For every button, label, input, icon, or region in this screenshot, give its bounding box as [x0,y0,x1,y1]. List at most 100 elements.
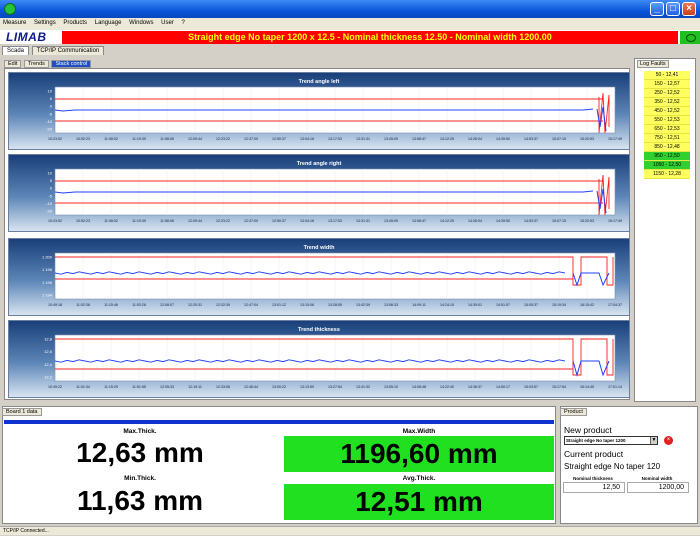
x-tick-label: 14:50:17 [496,385,510,389]
subtab-stack-control[interactable]: Stack control [51,60,92,68]
x-tick-label: 13:42:39 [356,303,370,307]
recent-trend-line [572,272,610,287]
trend-line [54,108,594,112]
log-item[interactable]: 450 - 12,52 [644,107,690,116]
log-item[interactable]: 750 - 12,51 [644,134,690,143]
menu-user[interactable]: User [161,20,174,26]
x-tick-label: 14:26:04 [468,219,482,223]
log-item[interactable]: 50 - 12,41 [644,71,690,80]
minimize-button[interactable]: _ [650,2,664,16]
chevron-down-icon[interactable]: ▼ [650,437,657,444]
y-tick-label: -5 [48,111,52,116]
x-tick-label: 13:31:31 [356,137,370,141]
x-tick-label: 12:19:11 [188,385,202,389]
subtab-edit[interactable]: Edit [4,60,22,68]
min-thick-value: 11,63 mm [76,485,204,516]
menu-measure[interactable]: Measure [3,20,27,26]
trend-angle-left-plot: Trend angle left 10 5 0 -5 -10 -20 10:23:52 10:5… [9,73,629,149]
close-button[interactable]: × [682,2,696,16]
x-tick-label: 17:01:14 [608,385,622,389]
x-tick-label: 11:19:39 [132,219,146,223]
connection-status-icon [680,31,700,44]
menu-settings[interactable]: Settings [34,20,56,26]
y-tick-label: 12,2 [44,375,53,380]
delete-product-icon[interactable]: × [664,436,673,445]
x-tick-label: 14:24:15 [440,303,454,307]
maximize-button[interactable]: □ [666,2,680,16]
chart-title: Trend width [304,245,336,251]
x-tick-label: 12:33:06 [216,385,230,389]
x-tick-label: 13:04:16 [300,137,314,141]
board-data-tab[interactable]: Board 1 data [2,408,42,416]
log-item[interactable]: 550 - 12,53 [644,116,690,125]
y-tick-label: 0 [50,186,53,191]
x-tick-label: 13:27:54 [328,385,342,389]
x-tick-label: 12:08:07 [160,303,174,307]
max-thick-value: 12,63 mm [76,437,204,468]
x-tick-label: 11:08:02 [104,219,118,223]
log-item[interactable]: 650 - 12,53 [644,125,690,134]
limit-line [55,338,614,376]
chart-title: Trend angle right [297,161,342,167]
menu-help[interactable]: ? [181,20,185,26]
x-tick-label: 10:52:23 [76,137,90,141]
x-tick-label: 14:08:48 [412,385,426,389]
log-item[interactable]: 350 - 12,52 [644,98,690,107]
y-tick-label: 5 [50,96,53,101]
nominal-width-value: 1200,00 [627,482,689,493]
menu-language[interactable]: Language [94,20,122,26]
x-tick-label: 15:19:34 [552,303,566,307]
log-item[interactable]: 850 - 12,48 [644,143,690,152]
log-item[interactable]: 250 - 12,52 [644,89,690,98]
menu-products[interactable]: Products [63,20,88,26]
x-tick-label: 12:05:33 [160,385,174,389]
y-tick-label: -20 [46,127,53,132]
product-select[interactable]: Straight edge No taper 1200 [564,436,658,445]
x-tick-label: 11:53:28 [132,303,146,307]
y-tick-label: -10 [46,119,53,124]
x-tick-label: 14:22:40 [440,385,454,389]
y-tick-label: 1 194 [42,293,53,298]
product-tab[interactable]: Product [560,408,587,416]
chart-angle-left: Trend angle left 10 5 0 -5 -10 -20 10:23:52 10:5… [8,72,630,150]
avg-thick-value: 12,51 mm [355,486,483,517]
y-tick-label: 1 198 [42,267,53,272]
y-tick-label: 5 [50,178,53,183]
x-tick-label: 11:02:38 [76,303,90,307]
tab-scada[interactable]: Scada [2,46,30,55]
x-tick-label: 11:19:39 [132,137,146,141]
avg-thick-label: Avg.Thick. [402,475,436,482]
trend-thickness-plot: Trend thickness 12,8 12,6 12,4 12,2 10:49:22 1… [9,321,629,397]
x-tick-label: 15:17:49 [608,137,622,141]
limit-line [55,256,614,286]
title-bar[interactable]: _ □ × [0,0,700,18]
x-tick-label: 13:45:09 [384,137,398,141]
trend-angle-right-plot: Trend angle right 10 5 0 -5 -10 -20 10:23:52 10:… [9,155,629,231]
x-tick-label: 10:23:52 [48,137,62,141]
log-item[interactable]: 950 - 12,50 [644,152,690,161]
y-tick-label: 12,6 [44,349,53,354]
x-tick-label: 14:09:11 [412,303,426,307]
log-item[interactable]: 1150 - 12,28 [644,170,690,179]
log-faults-tab[interactable]: Log Faults [637,60,669,68]
log-faults-panel: Log Faults 50 - 12,41 150 - 12,57 250 - 12… [634,58,696,402]
x-tick-label: 13:58:47 [412,137,426,141]
recent-trend-line [596,188,607,214]
y-tick-label: -5 [48,193,52,198]
limab-logo: LIMAB [6,30,47,44]
log-item[interactable]: 1050 - 12,50 [644,161,690,170]
log-list[interactable]: 50 - 12,41 150 - 12,57 250 - 12,52 350 - 12… [644,71,690,179]
product-panel [560,406,698,524]
x-tick-label: 12:23:22 [216,137,230,141]
recent-trend-line [596,106,607,132]
tab-tcpip[interactable]: TCP/IP Communication [31,46,105,55]
x-tick-label: 15:07:15 [552,219,566,223]
current-product-label: Current product [564,449,624,459]
log-item[interactable]: 150 - 12,57 [644,80,690,89]
x-tick-label: 11:58:06 [160,137,174,141]
chart-title: Trend angle left [299,79,340,85]
x-tick-label: 10:23:52 [48,219,62,223]
menu-windows[interactable]: Windows [129,20,154,26]
subtab-trends[interactable]: Trends [24,60,49,68]
